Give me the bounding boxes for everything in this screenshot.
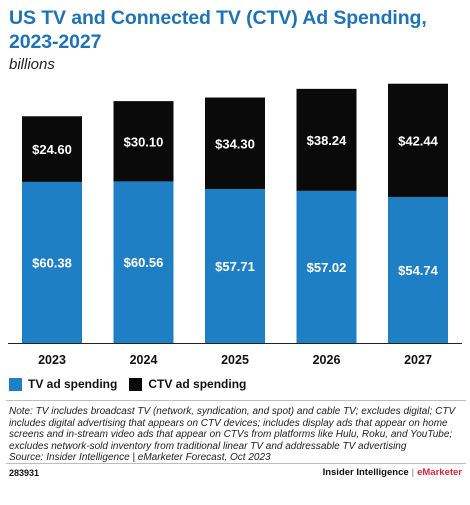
data-label-tv-2026: $57.02	[307, 260, 347, 275]
brand-separator: |	[411, 467, 415, 478]
data-label-tv-2025: $57.71	[215, 259, 255, 274]
x-tick-label-2026: 2026	[313, 353, 341, 367]
x-tick-label-2023: 2023	[38, 353, 66, 367]
bar-ctv-2026	[296, 88, 357, 191]
brand-main: Insider Intelligence	[322, 467, 409, 478]
data-label-ctv-2025: $34.30	[215, 136, 255, 151]
bar-tv-2026	[296, 190, 357, 343]
x-tick-label-2027: 2027	[404, 353, 432, 367]
bar-tv-2024	[113, 181, 174, 343]
bar-ctv-2024	[113, 101, 174, 182]
x-tick-label-2024: 2024	[130, 353, 158, 367]
stacked-bar-chart: $60.38 $24.60 2023 $60.56 $30.10 2024 $57.71 $3…	[8, 83, 462, 367]
data-label-ctv-2023: $24.60	[32, 142, 72, 157]
bar-tv-2023	[22, 181, 82, 343]
data-label-tv-2027: $54.74	[398, 263, 439, 278]
chart-subtitle: billions	[9, 56, 55, 73]
brand-logo: Insider Intelligence | eMarketer	[323, 467, 462, 478]
bar-tv-2025	[205, 189, 265, 343]
data-label-ctv-2026: $38.24	[307, 133, 348, 148]
note-text: Note: TV includes broadcast TV (network,…	[9, 406, 456, 452]
divider-top	[6, 400, 466, 401]
source-text: Source: Insider Intelligence | eMarketer…	[9, 452, 271, 464]
legend-swatch-ctv	[129, 377, 143, 391]
chart-id: 283931	[9, 468, 40, 478]
bar-tv-2027	[388, 196, 448, 343]
chart-legend: TV ad spending CTV ad spending	[9, 377, 258, 391]
chart-title: US TV and Connected TV (CTV) Ad Spending…	[9, 7, 427, 53]
data-label-tv-2024: $60.56	[124, 255, 164, 270]
data-label-tv-2023: $60.38	[32, 255, 72, 270]
legend-label-tv: TV ad spending	[28, 377, 118, 391]
divider-bottom	[6, 463, 466, 464]
legend-swatch-tv	[9, 377, 22, 391]
bar-ctv-2025	[205, 97, 265, 190]
footnote: Note: TV includes broadcast TV (network,…	[9, 406, 465, 464]
legend-item-tv: TV ad spending	[9, 377, 117, 391]
bar-ctv-2023	[22, 116, 82, 182]
bar-ctv-2027	[388, 83, 448, 197]
brand-accent: eMarketer	[417, 467, 462, 478]
legend-label-ctv: CTV ad spending	[148, 377, 247, 391]
x-tick-label-2025: 2025	[221, 353, 249, 367]
data-label-ctv-2024: $30.10	[124, 134, 164, 149]
data-label-ctv-2027: $42.44	[398, 133, 439, 148]
legend-item-ctv: CTV ad spending	[129, 377, 246, 391]
